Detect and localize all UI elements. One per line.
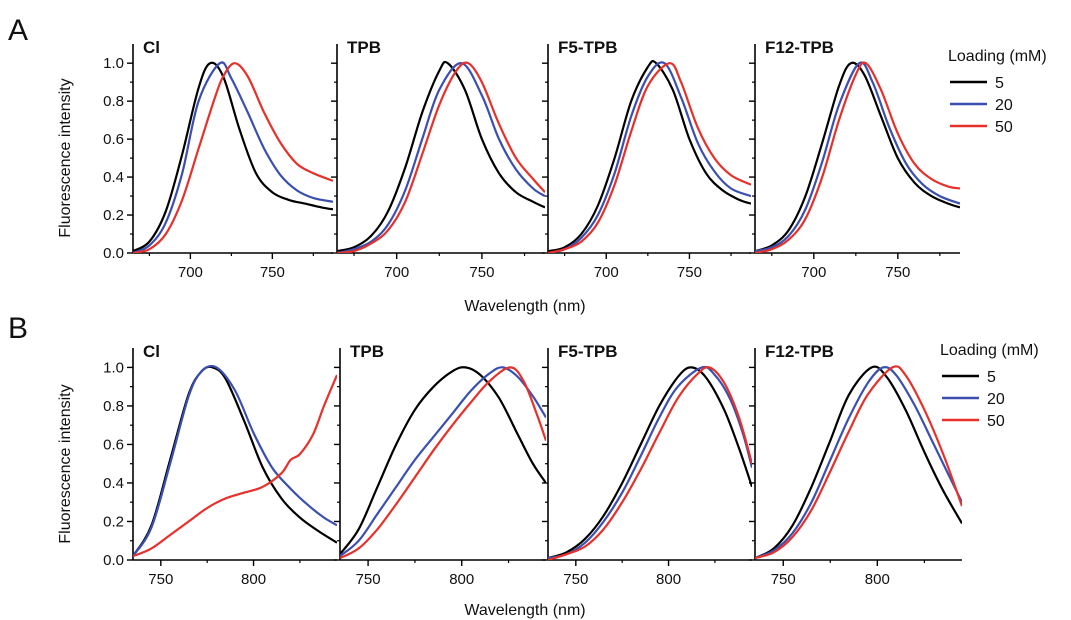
panel-b-x-axis-title: Wavelength (nm) <box>464 602 585 619</box>
subplot-b-f12-tpb-x-tick-label: 750 <box>771 571 796 588</box>
subplot-b-f12-tpb-series-50-line <box>755 365 962 560</box>
panel-b-y-axis-title: Fluorescence intensity <box>57 384 74 543</box>
subplot-a-tpb-x-tick-label: 700 <box>384 264 409 281</box>
subplot-b-tpb-title: TPB <box>350 342 384 361</box>
panel-a-legend-title: Loading (mM) <box>948 48 1047 65</box>
subplot-b-tpb-x-tick-label: 800 <box>449 571 474 588</box>
subplot-a-cl-x-tick-label: 700 <box>178 264 203 281</box>
panel-b-legend-label-20: 20 <box>987 391 1005 408</box>
subplot-a-cl-y-tick-label: 1.0 <box>103 55 124 72</box>
subplot-b-cl-x-tick-label: 750 <box>148 571 173 588</box>
panel-a-x-axis-title: Wavelength (nm) <box>464 298 585 315</box>
subplot-b-cl: 0.0 0.2 0.4 0.6 0.8 1.0 750 800 Cl <box>103 342 337 588</box>
subplot-a-f5-tpb-title: F5-TPB <box>558 38 618 57</box>
subplot-a-cl-x-tick-label: 750 <box>260 264 285 281</box>
subplot-a-f5-tpb-series-50-line <box>548 62 751 253</box>
subplot-b-cl-title: Cl <box>143 342 160 361</box>
subplot-a-f5-tpb-series-20-line <box>548 61 751 253</box>
subplot-a-cl-series-5-line <box>133 61 333 253</box>
subplot-b-tpb-series-20-line <box>340 366 546 557</box>
panel-letter-b: B <box>8 312 28 345</box>
panel-b-legend-label-5: 5 <box>987 369 996 386</box>
subplot-a-f12-tpb-series-50-line <box>755 61 960 253</box>
subplot-a-cl-series-20-line <box>133 61 333 253</box>
subplot-b-f12-tpb-series-5-line <box>755 365 962 560</box>
subplot-b-cl-y-tick-label: 0.4 <box>103 475 124 492</box>
subplot-b-cl-series-50-line <box>133 374 337 558</box>
subplot-b-tpb-x-tick-label: 750 <box>356 571 381 588</box>
subplot-b-f5-tpb-x-tick-label: 800 <box>656 571 681 588</box>
subplot-a-cl-series-50-line <box>133 62 333 253</box>
subplot-a-f5-tpb-series-5-line <box>548 60 751 253</box>
subplot-b-cl-y-tick-label: 0.2 <box>103 513 124 530</box>
subplot-b-f5-tpb: 750 800 F5-TPB <box>542 342 752 588</box>
subplot-b-tpb-series-5-line <box>340 366 546 555</box>
subplot-a-f5-tpb-x-tick-label: 750 <box>677 264 702 281</box>
subplot-a-f12-tpb-series-5-line <box>755 61 960 253</box>
subplot-a-cl-y-tick-label: 0.0 <box>103 245 124 262</box>
subplot-b-f12-tpb: 750 800 F12-TPB <box>749 342 962 588</box>
subplot-a-tpb-x-tick-label: 750 <box>469 264 494 281</box>
subplot-b-cl-y-tick-label: 1.0 <box>103 359 124 376</box>
subplot-b-cl-y-tick-label: 0.0 <box>103 552 124 569</box>
subplot-b-f12-tpb-title: F12-TPB <box>765 342 834 361</box>
subplot-b-tpb-series-50-line <box>340 366 546 560</box>
subplot-a-f12-tpb: 700 750 F12-TPB <box>749 38 960 281</box>
subplot-b-cl-y-tick-label: 0.8 <box>103 398 124 415</box>
panel-a-legend-label-20: 20 <box>995 97 1013 114</box>
subplot-a-cl-y-tick-label: 0.8 <box>103 93 124 110</box>
subplot-a-tpb: 700 750 TPB <box>331 38 545 281</box>
subplot-a-f12-tpb-title: F12-TPB <box>765 38 834 57</box>
panel-letter-a: A <box>8 14 28 47</box>
subplot-a-tpb-series-5-line <box>337 60 545 253</box>
subplot-a-f5-tpb: 700 750 F5-TPB <box>542 38 751 281</box>
subplot-b-cl-series-20-line <box>133 364 337 557</box>
subplot-a-cl-y-tick-label: 0.6 <box>103 131 124 148</box>
subplot-a-f12-tpb-x-tick-label: 750 <box>885 264 910 281</box>
subplot-b-f5-tpb-series-20-line <box>548 365 752 560</box>
subplot-b-cl-series-5-line <box>133 365 337 557</box>
subplot-b-f12-tpb-series-20-line <box>755 365 962 560</box>
panel-b-legend-title: Loading (mM) <box>940 342 1039 359</box>
subplot-a-cl: 0.0 0.2 0.4 0.6 0.8 1.0 700 750 Cl <box>103 38 333 281</box>
subplot-a-cl-y-tick-label: 0.4 <box>103 169 124 186</box>
subplot-a-f12-tpb-x-tick-label: 700 <box>801 264 826 281</box>
subplot-b-f5-tpb-series-5-line <box>548 366 752 560</box>
subplot-a-tpb-series-20-line <box>337 62 545 253</box>
subplot-b-cl-y-tick-label: 0.6 <box>103 436 124 453</box>
subplot-b-f5-tpb-series-50-line <box>548 366 752 560</box>
subplot-a-f5-tpb-x-tick-label: 700 <box>594 264 619 281</box>
subplot-b-f5-tpb-title: F5-TPB <box>558 342 618 361</box>
subplot-a-tpb-title: TPB <box>347 38 381 57</box>
panel-a-legend-label-5: 5 <box>995 75 1004 92</box>
panel-a-y-axis-title: Fluorescence intensity <box>57 78 74 237</box>
subplot-a-cl-y-tick-label: 0.2 <box>103 207 124 224</box>
panel-a-legend-label-50: 50 <box>995 119 1013 136</box>
subplot-b-tpb: 750 800 TPB <box>334 342 546 588</box>
subplot-a-f12-tpb-series-20-line <box>755 61 960 253</box>
subplot-a-tpb-series-50-line <box>337 61 545 253</box>
panel-b-legend-label-50: 50 <box>987 413 1005 430</box>
subplot-a-cl-title: Cl <box>143 38 160 57</box>
subplot-b-f12-tpb-x-tick-label: 800 <box>865 571 890 588</box>
subplot-b-f5-tpb-x-tick-label: 750 <box>563 571 588 588</box>
subplot-b-cl-x-tick-label: 800 <box>241 571 266 588</box>
